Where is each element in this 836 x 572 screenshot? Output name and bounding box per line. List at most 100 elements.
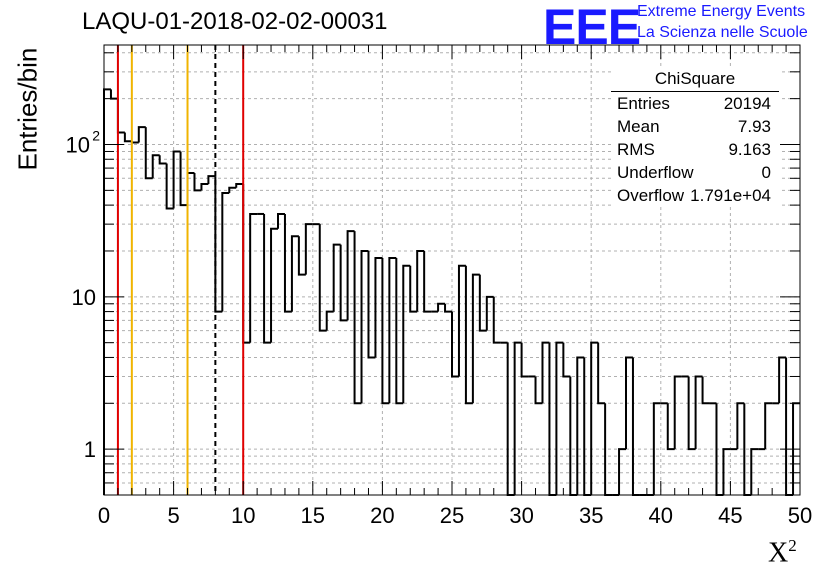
histogram-bin	[750, 448, 759, 495]
stats-value: 0	[761, 163, 771, 182]
histogram-bin	[464, 265, 473, 405]
histogram-bin	[778, 356, 787, 404]
stats-key: Underflow	[617, 163, 694, 182]
histogram-bin	[367, 250, 376, 359]
histogram-bin	[583, 357, 592, 496]
y-tick-label-exponent: 2	[92, 127, 100, 143]
histogram-bin	[625, 356, 633, 450]
histogram-bin	[478, 274, 487, 332]
stats-box: ChiSquare Entries 20194 Mean 7.93 RMS 9.163…	[611, 68, 779, 207]
histogram-bin	[451, 311, 459, 378]
histogram-bin	[374, 256, 383, 358]
stats-key: RMS	[617, 140, 655, 159]
histogram-bin	[722, 448, 731, 495]
histogram-bin	[701, 376, 710, 405]
histogram-bin	[576, 356, 585, 495]
stats-row-mean: Mean 7.93	[611, 115, 779, 138]
eee-logo-mark: EEE	[543, 0, 641, 55]
histogram-bin	[513, 341, 522, 495]
histogram-bin	[492, 296, 501, 344]
histogram-bin	[263, 213, 272, 344]
histogram-bin	[151, 154, 160, 179]
histogram-bin	[652, 402, 661, 495]
histogram-bin	[631, 357, 640, 496]
histogram-bin	[534, 376, 543, 405]
histogram-bin	[457, 264, 466, 377]
logo-line-1: Extreme Energy Events	[637, 3, 806, 20]
histogram-bin	[562, 342, 571, 378]
histogram-bin	[416, 249, 425, 312]
histogram-bin	[541, 341, 550, 404]
histogram-bin	[179, 151, 188, 207]
histogram-bin	[221, 192, 230, 312]
x-axis-label: X2	[768, 536, 797, 569]
x-tick-label: 0	[98, 503, 110, 528]
histogram-bin	[381, 257, 390, 405]
y-axis-label: Entries/bin	[12, 47, 43, 171]
reference-lines-layer	[116, 45, 245, 495]
x-tick-label: 25	[440, 503, 464, 528]
histogram-bin	[694, 375, 703, 450]
histogram-bin	[618, 448, 626, 495]
histogram-bin	[388, 256, 397, 404]
histogram-bin	[172, 150, 181, 209]
histogram-bin	[158, 155, 167, 165]
stats-title: ChiSquare	[611, 68, 779, 92]
x-tick-label: 5	[167, 503, 179, 528]
histogram-bin	[137, 126, 146, 143]
chart-title: LAQU-01-2018-02-02-00031	[82, 8, 388, 35]
histogram-bin	[235, 183, 244, 188]
histogram-bin	[332, 243, 341, 312]
histogram-bin	[353, 231, 362, 405]
y-tick-label: 10	[72, 285, 96, 310]
histogram-bin	[242, 184, 251, 344]
stats-value: 7.93	[737, 117, 771, 136]
histogram-bin	[555, 341, 564, 495]
histogram-bin	[569, 376, 578, 496]
histogram-bin	[736, 402, 745, 450]
histogram-bin	[200, 183, 209, 191]
histogram-bin	[339, 244, 348, 322]
stats-value: 9.163	[728, 140, 771, 159]
histogram-bin	[409, 265, 418, 313]
histogram-bin	[548, 342, 557, 496]
histogram-bin	[687, 376, 696, 451]
stats-key: Overflow	[617, 186, 685, 205]
x-tick-label: 15	[301, 503, 325, 528]
histogram-bin	[402, 264, 411, 404]
histogram-bin	[318, 224, 327, 332]
logo-line-2: La Scienza nelle Scuole	[637, 24, 808, 41]
histogram-bin	[165, 163, 174, 210]
histogram-bin	[228, 186, 237, 194]
histogram-bin	[290, 235, 299, 312]
histogram-bin	[123, 132, 132, 143]
histogram-bin	[207, 175, 216, 185]
histogram-bin	[423, 250, 432, 313]
histogram-bin	[304, 223, 313, 275]
histogram-bin	[249, 212, 258, 343]
histogram-bin	[785, 357, 794, 496]
x-tick-label: 45	[718, 503, 742, 528]
stats-value: 1.791e+04	[690, 186, 771, 205]
histogram-bin	[360, 249, 369, 404]
x-axis-label-base: X	[768, 537, 789, 569]
histogram-bin	[520, 342, 529, 378]
histogram-bin	[485, 295, 494, 331]
histogram-bin	[283, 213, 292, 313]
histogram-bin	[764, 402, 773, 450]
stats-row-overflow: Overflow 1.791e+04	[611, 184, 779, 207]
x-tick-label: 20	[370, 503, 394, 528]
histogram-bin	[116, 98, 125, 134]
histogram-bin	[437, 302, 446, 312]
histogram-bin	[297, 236, 306, 276]
histogram-bin	[270, 227, 278, 343]
histogram-bin	[109, 89, 118, 100]
histogram-bin	[506, 342, 515, 496]
stats-row-rms: RMS 9.163	[611, 138, 779, 161]
histogram-bin	[673, 375, 682, 450]
histogram-bin	[277, 212, 285, 229]
x-tick-label: 35	[579, 503, 603, 528]
stats-value: 20194	[723, 94, 771, 113]
